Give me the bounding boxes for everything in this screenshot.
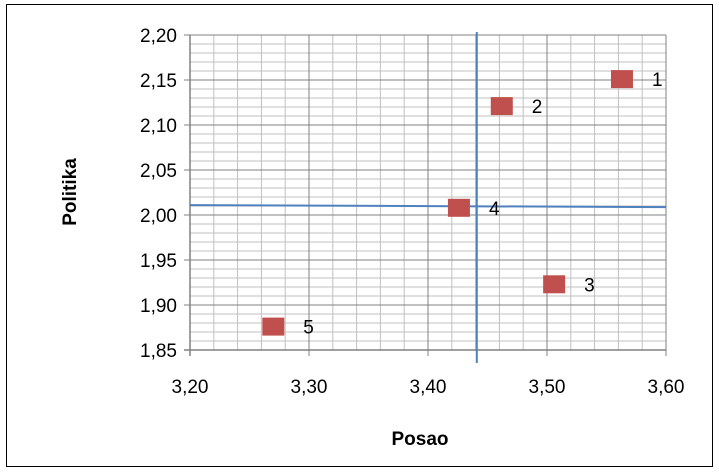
y-tick-label: 1,95 [140,251,177,272]
y-tick-label: 2,20 [140,26,177,47]
reference-lines [189,32,667,363]
y-tick-label: 2,00 [140,206,177,227]
y-tick-label: 1,90 [140,296,177,317]
data-point-marker [610,70,633,89]
data-point-label: 5 [303,318,314,339]
chart-frame [6,4,713,467]
y-axis-title: Politika [60,158,81,226]
data-point-marker [490,97,513,116]
x-tick-label: 3,40 [410,377,447,398]
y-tick-label: 2,10 [140,116,177,137]
data-points: 1 2 3 4 5 [262,70,663,339]
axes [184,34,667,356]
data-point-marker [447,198,470,217]
y-tick-label: 2,05 [140,161,177,182]
x-tick-label: 3,20 [172,377,209,398]
data-point-label: 3 [584,275,595,296]
x-tick-label: 3,30 [291,377,328,398]
tick-labels: 3,20 3,30 3,40 3,50 3,60 1,85 1,90 1,95 2,00 2,05… [140,26,684,398]
x-tick-label: 3,60 [648,377,685,398]
data-point-marker [543,275,566,294]
grid [190,34,667,350]
data-point-label: 4 [489,199,500,220]
y-tick-label: 2,15 [140,71,177,92]
y-tick-label: 1,85 [140,341,177,362]
x-tick-label: 3,50 [529,377,566,398]
data-point-label: 1 [652,70,663,91]
data-point-label: 2 [532,97,543,118]
data-point-marker [262,317,285,336]
x-axis-title: Posao [391,429,448,450]
horizontal-reference-line [189,204,667,209]
